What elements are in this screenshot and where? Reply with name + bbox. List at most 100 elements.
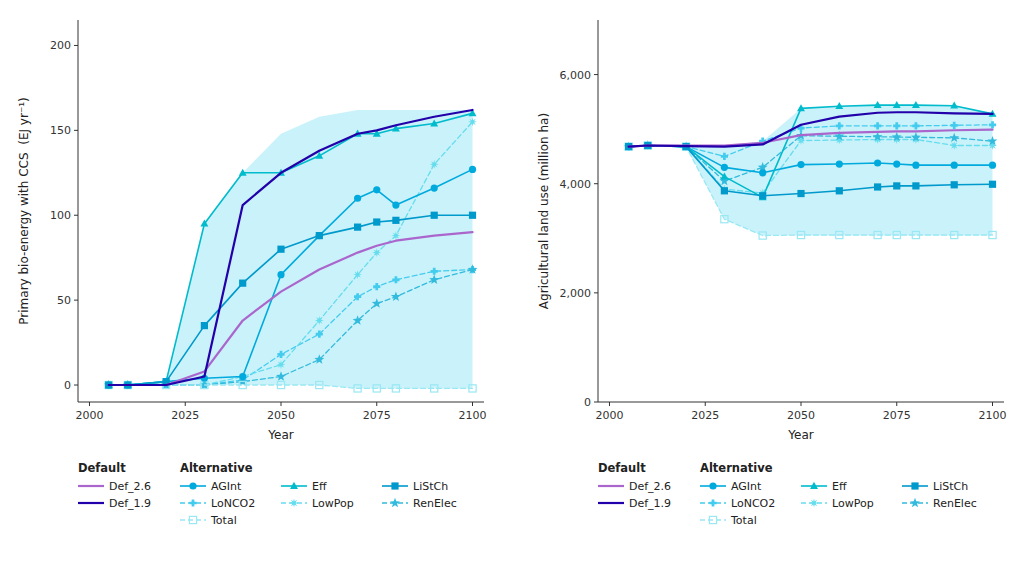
x-tick	[801, 402, 802, 406]
legend-item: LoNCO2	[700, 497, 775, 510]
x-tick	[185, 402, 186, 406]
marker	[354, 385, 361, 392]
marker	[874, 183, 881, 190]
marker	[277, 381, 284, 388]
x-tick-label: 2000	[595, 409, 623, 422]
series-line	[629, 105, 993, 197]
legend-item: Def_2.6	[78, 480, 151, 493]
legend-item: Total	[180, 514, 237, 527]
marker	[759, 169, 766, 176]
marker	[429, 275, 439, 284]
marker	[392, 217, 399, 224]
y-tick-label: 4,000	[560, 178, 592, 191]
marker	[892, 132, 902, 141]
marker	[721, 187, 728, 194]
x-tick-label: 2075	[363, 409, 391, 422]
marker	[469, 212, 476, 219]
y-tick	[74, 45, 78, 46]
x-tick	[376, 402, 377, 406]
x-tick	[89, 402, 90, 406]
marker	[989, 181, 996, 188]
x-tick-label: 2050	[787, 409, 815, 422]
series-line	[109, 110, 473, 385]
marker	[277, 246, 284, 253]
plot-area	[624, 101, 998, 239]
series	[109, 110, 473, 385]
marker	[836, 231, 843, 238]
legend-marker	[189, 499, 196, 506]
series	[624, 130, 998, 185]
marker	[277, 351, 284, 358]
marker	[373, 186, 380, 193]
marker	[912, 231, 919, 238]
plot-area	[104, 109, 478, 392]
marker	[989, 162, 996, 169]
legend-label: Total	[210, 514, 237, 527]
y-axis-label: Primary bio-energy with CCS (EJ yr⁻¹)	[17, 97, 31, 324]
series	[625, 142, 996, 199]
marker	[893, 182, 900, 189]
legend-item: LiStCh	[902, 480, 968, 493]
legend-swatch	[598, 485, 624, 487]
legend-item: Def_1.9	[78, 497, 151, 510]
marker	[316, 381, 323, 388]
x-tick-label: 2075	[883, 409, 911, 422]
marker	[469, 166, 476, 173]
legend-marker	[911, 482, 918, 489]
marker	[354, 224, 361, 231]
y-axis-line	[78, 20, 79, 402]
legend-label: Def_1.9	[629, 497, 671, 510]
y-tick	[594, 402, 598, 403]
series	[629, 112, 993, 146]
panel: 05010015020020002025205020752100YearPrim…	[17, 20, 487, 527]
legend-marker	[189, 516, 196, 523]
series	[105, 266, 476, 389]
marker	[759, 232, 766, 239]
legend-label: LiStCh	[933, 480, 968, 493]
legend-swatch	[700, 519, 726, 520]
y-tick-label: 0	[64, 379, 71, 392]
marker	[238, 372, 247, 381]
marker	[468, 264, 478, 273]
marker	[316, 232, 323, 239]
marker	[239, 373, 246, 380]
y-tick	[74, 130, 78, 131]
series	[104, 264, 478, 389]
legend-item: Eff	[281, 480, 327, 493]
legend-item: LowPop	[801, 497, 874, 510]
marker	[431, 385, 438, 392]
marker	[949, 133, 959, 142]
x-tick	[281, 402, 282, 406]
marker	[721, 216, 728, 223]
marker	[950, 102, 958, 109]
x-tick	[705, 402, 706, 406]
legend-marker	[709, 499, 716, 506]
legend-marker	[810, 482, 818, 489]
marker	[893, 160, 900, 167]
legend-item: Def_1.9	[598, 497, 671, 510]
y-axis-line	[598, 20, 599, 402]
legend-item: LoNCO2	[180, 497, 255, 510]
legend: DefaultAlternativeDef_2.6Def_1.9AGIntEff…	[78, 461, 457, 527]
series	[105, 109, 477, 388]
marker	[759, 192, 766, 199]
legend-item: LowPop	[281, 497, 354, 510]
marker	[893, 101, 901, 108]
x-tick-label: 2100	[459, 409, 487, 422]
legend-label: LoNCO2	[211, 497, 255, 510]
marker	[430, 119, 438, 126]
marker	[391, 231, 400, 240]
marker	[797, 190, 804, 197]
legend-label: Def_2.6	[109, 480, 151, 493]
x-tick-label: 2025	[171, 409, 199, 422]
marker	[201, 322, 208, 329]
marker	[951, 231, 958, 238]
marker	[951, 181, 958, 188]
marker	[469, 385, 476, 392]
x-axis-label: Year	[787, 428, 813, 442]
series-line	[109, 169, 473, 385]
legend-label: AGInt	[211, 480, 242, 493]
x-tick	[896, 402, 897, 406]
marker	[468, 117, 477, 126]
marker	[431, 184, 438, 191]
